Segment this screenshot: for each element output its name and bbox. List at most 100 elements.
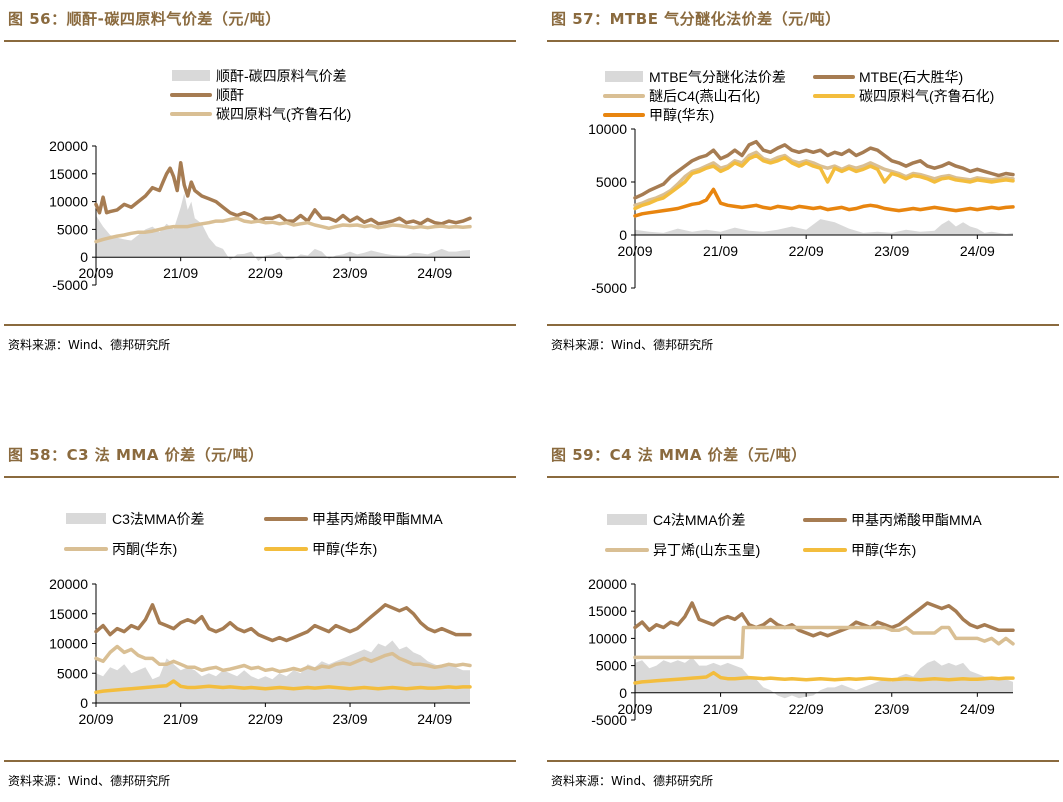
chart-57: -5000 0 5000 10000 20/09 21/09 22/09 23/09 24/09… <box>588 69 1015 296</box>
x-tick-label: 24/09 <box>960 243 995 259</box>
x-tick-label: 23/09 <box>333 711 368 727</box>
legend-label: 碳四原料气(齐鲁石化) <box>216 106 351 122</box>
y-tick-label: 20000 <box>49 576 88 592</box>
series-line <box>94 603 472 643</box>
legend-label: 顺酐-碳四原料气价差 <box>216 68 347 84</box>
title-rule <box>4 476 516 478</box>
x-tick-label: 20/09 <box>78 711 113 727</box>
series-line <box>94 216 472 244</box>
legend-swatch <box>172 70 210 81</box>
source-rule <box>547 760 1059 762</box>
chart-56: -5000 0 5000 10000 15000 20000 20/09 21/09 22/09… <box>49 68 472 293</box>
figure-56-panel: 图 56：顺酐-碳四原料气价差（元/吨） -5000 0 5000 10000 1500… <box>4 8 516 358</box>
series-area <box>96 193 470 262</box>
source-rule <box>4 760 516 762</box>
x-tick-label: 22/09 <box>248 711 283 727</box>
x-tick-label: 20/09 <box>617 701 652 717</box>
y-tick-label: -5000 <box>52 277 88 293</box>
figure-59-panel: 图 59：C4 法 MMA 价差（元/吨） -5000 0 5000 10000 150… <box>547 444 1059 794</box>
legend-label: 丙酮(华东) <box>112 541 177 557</box>
legend-label: 碳四原料气(齐鲁石化) <box>859 88 994 104</box>
legend-label: C4法MMA价差 <box>653 512 746 528</box>
y-tick-label: 5000 <box>596 174 627 190</box>
legend-label: 顺酐 <box>216 87 244 103</box>
legend-swatch <box>66 513 106 524</box>
y-tick-label: 10000 <box>588 121 627 137</box>
y-tick-label: 0 <box>80 695 88 711</box>
chart-59: -5000 0 5000 10000 15000 20000 20/09 21/09 22/09… <box>588 512 1015 728</box>
legend-swatch <box>605 71 643 82</box>
y-tick-label: 15000 <box>49 606 88 622</box>
y-tick-label: 15000 <box>49 166 88 182</box>
x-tick-label: 23/09 <box>874 701 909 717</box>
x-tick-label: 24/09 <box>960 701 995 717</box>
figure-57-panel: 图 57：MTBE 气分醚化法价差（元/吨） -5000 0 5000 10000 20… <box>547 8 1059 358</box>
x-tick-label: 22/09 <box>789 243 824 259</box>
y-tick-label: 10000 <box>49 194 88 210</box>
title-rule <box>547 40 1059 42</box>
legend-label: 醚后C4(燕山石化) <box>649 88 760 104</box>
x-tick-label: 21/09 <box>163 711 198 727</box>
series-line <box>633 153 1015 211</box>
series-area <box>635 219 1013 235</box>
source-note: 资料来源：Wind、德邦研究所 <box>8 338 171 352</box>
legend-label: MTBE(石大胜华) <box>859 69 963 85</box>
y-tick-label: 20000 <box>588 576 627 592</box>
legend-swatch <box>607 514 647 525</box>
x-tick-label: 20/09 <box>617 243 652 259</box>
y-tick-label: 20000 <box>49 138 88 154</box>
figure-title: 图 59：C4 法 MMA 价差（元/吨） <box>551 446 807 464</box>
x-tick-label: 23/09 <box>874 243 909 259</box>
x-tick-label: 21/09 <box>703 243 738 259</box>
x-tick-label: 22/09 <box>789 701 824 717</box>
x-tick-label: 24/09 <box>417 711 452 727</box>
legend-label: 甲基丙烯酸甲酯MMA <box>312 511 443 527</box>
series-line <box>94 644 472 674</box>
series-line <box>633 670 1015 685</box>
source-rule <box>4 324 516 326</box>
figure-title: 图 56：顺酐-碳四原料气价差（元/吨） <box>8 10 281 28</box>
y-tick-label: 0 <box>619 227 627 243</box>
x-tick-label: 21/09 <box>703 701 738 717</box>
y-tick-label: 10000 <box>49 636 88 652</box>
source-rule <box>547 324 1059 326</box>
series-line <box>633 187 1015 218</box>
x-tick-label: 20/09 <box>78 265 113 281</box>
x-tick-label: 24/09 <box>417 265 452 281</box>
y-tick-label: 0 <box>80 249 88 265</box>
y-tick-label: -5000 <box>591 280 627 296</box>
series-line <box>94 679 472 695</box>
figure-title: 图 57：MTBE 气分醚化法价差（元/吨） <box>551 10 841 28</box>
x-tick-label: 21/09 <box>163 265 198 281</box>
x-tick-label: 23/09 <box>333 265 368 281</box>
chart-58: 0 5000 10000 15000 20000 20/09 21/09 22/09 23/09… <box>49 511 472 727</box>
legend-label: 甲基丙烯酸甲酯MMA <box>851 512 982 528</box>
title-rule <box>4 40 516 42</box>
legend-label: MTBE气分醚化法价差 <box>649 69 786 85</box>
title-rule <box>547 476 1059 478</box>
figure-58-panel: 图 58：C3 法 MMA 价差（元/吨） 0 5000 10000 15000 200… <box>4 444 516 794</box>
figure-title: 图 58：C3 法 MMA 价差（元/吨） <box>8 446 264 464</box>
series-line <box>633 601 1015 638</box>
y-tick-label: -5000 <box>591 712 627 728</box>
source-note: 资料来源：Wind、德邦研究所 <box>551 774 714 788</box>
y-tick-label: 0 <box>619 685 627 701</box>
series-line <box>633 150 1015 208</box>
series-line <box>633 625 1015 660</box>
y-tick-label: 5000 <box>596 658 627 674</box>
source-note: 资料来源：Wind、德邦研究所 <box>8 774 171 788</box>
y-tick-label: 5000 <box>57 221 88 237</box>
series-line <box>94 160 472 226</box>
legend-label: 甲醇(华东) <box>649 107 714 123</box>
legend-label: 甲醇(华东) <box>851 542 916 558</box>
series-area <box>635 657 1013 699</box>
y-tick-label: 15000 <box>588 603 627 619</box>
x-tick-label: 22/09 <box>248 265 283 281</box>
y-tick-label: 5000 <box>57 665 88 681</box>
source-note: 资料来源：Wind、德邦研究所 <box>551 338 714 352</box>
legend-label: 甲醇(华东) <box>312 541 377 557</box>
legend-label: C3法MMA价差 <box>112 511 205 527</box>
series-line <box>633 139 1015 200</box>
legend-label: 异丁烯(山东玉皇) <box>653 542 760 558</box>
y-tick-label: 10000 <box>588 630 627 646</box>
